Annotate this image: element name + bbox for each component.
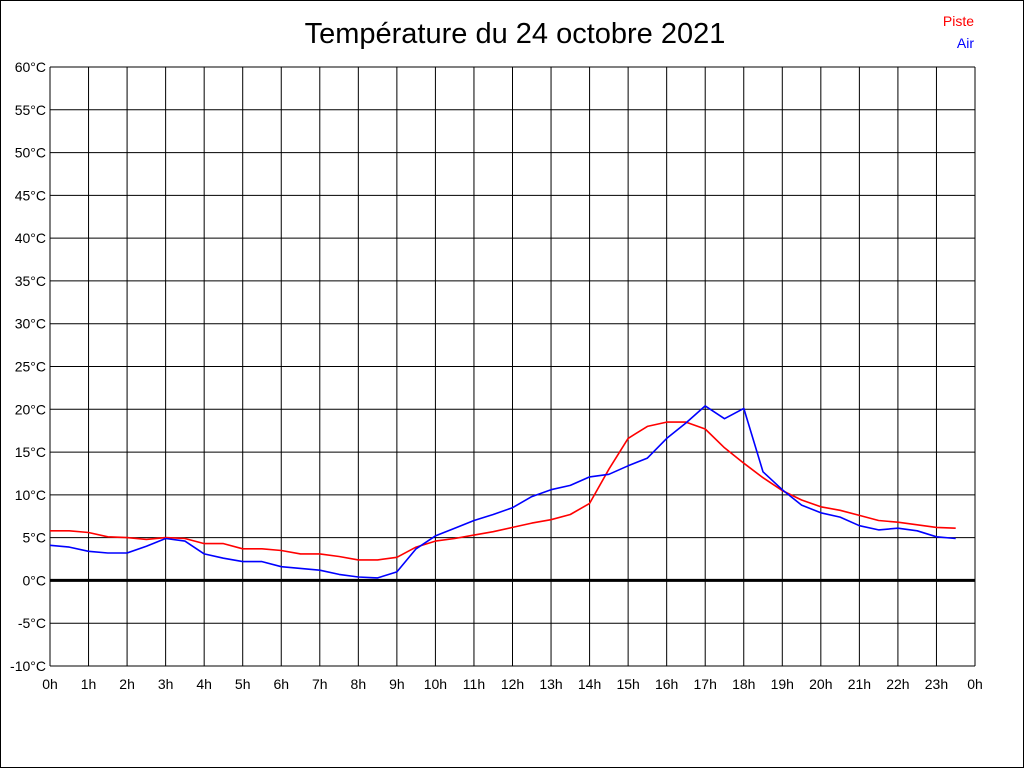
x-tick-label: 5h: [235, 676, 251, 692]
y-tick-label: 20°C: [15, 401, 46, 417]
x-tick-label: 6h: [273, 676, 289, 692]
legend-entry-piste: Piste: [942, 13, 974, 29]
y-tick-label: 40°C: [15, 230, 46, 246]
x-tick-label: 23h: [925, 676, 948, 692]
series-lines: [49, 405, 956, 579]
series-line-air: [49, 405, 956, 579]
y-tick-label: -5°C: [18, 615, 46, 631]
y-tick-label: 30°C: [15, 316, 46, 332]
x-tick-label: 4h: [196, 676, 212, 692]
y-tick-label: 50°C: [15, 145, 46, 161]
y-tick-label: 45°C: [15, 187, 46, 203]
x-tick-label: 22h: [886, 676, 909, 692]
grid: [49, 66, 976, 667]
x-tick-label: 8h: [351, 676, 367, 692]
y-tick-label: 15°C: [15, 444, 46, 460]
y-tick-label: 25°C: [15, 359, 46, 375]
x-tick-label: 12h: [501, 676, 524, 692]
x-tick-label: 9h: [389, 676, 405, 692]
x-tick-label: 21h: [848, 676, 871, 692]
x-tick-label: 13h: [539, 676, 562, 692]
y-tick-label: 5°C: [23, 530, 47, 546]
y-tick-label: -10°C: [10, 658, 46, 674]
y-tick-label: 55°C: [15, 102, 46, 118]
x-tick-label: 16h: [655, 676, 678, 692]
series-line-piste: [50, 421, 956, 561]
x-tick-label: 0h: [42, 676, 58, 692]
x-tick-label: 2h: [119, 676, 135, 692]
y-tick-label: 10°C: [15, 487, 46, 503]
x-tick-label: 20h: [809, 676, 832, 692]
x-tick-label: 11h: [463, 676, 485, 692]
y-tick-label: 0°C: [23, 572, 47, 588]
x-tick-label: 7h: [312, 676, 328, 692]
y-tick-label: 35°C: [15, 273, 46, 289]
y-tick-label: 60°C: [15, 59, 46, 75]
y-axis-ticks: -10°C -5°C 0°C 5°C 10°C 15°C 20°C 25°C 30°C 35°C 4…: [10, 59, 46, 674]
x-tick-label: 19h: [771, 676, 794, 692]
chart-title: Température du 24 octobre 2021: [304, 18, 726, 50]
x-tick-label: 15h: [616, 676, 639, 692]
x-tick-label: 10h: [424, 676, 447, 692]
x-tick-label: 17h: [694, 676, 717, 692]
x-tick-label: 1h: [81, 676, 97, 692]
x-tick-label: 0h: [967, 676, 983, 692]
x-tick-label: 3h: [158, 676, 174, 692]
x-tick-label: 18h: [732, 676, 755, 692]
x-tick-label: 14h: [578, 676, 601, 692]
legend-entry-air: Air: [956, 35, 974, 51]
x-axis-ticks: 0h 1h 2h 3h 4h 5h 6h 7h 8h 9h 10h 11h 12h 13h 14h 15h 16…: [42, 676, 983, 692]
